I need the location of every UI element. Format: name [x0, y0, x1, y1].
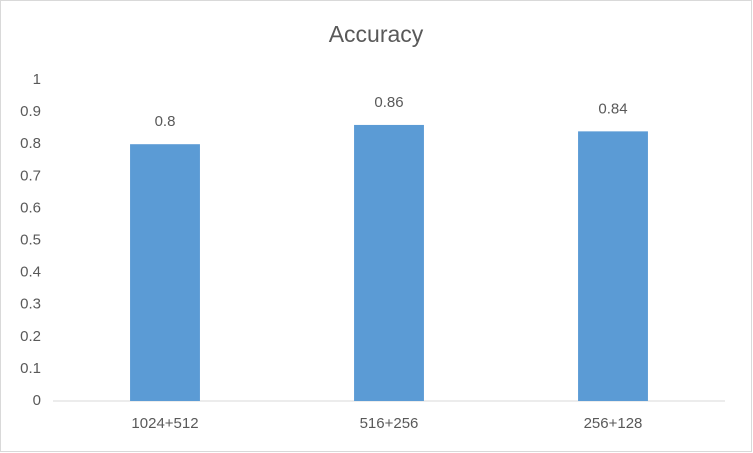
- chart-title: Accuracy: [329, 21, 424, 47]
- y-tick-label: 0.8: [20, 135, 41, 152]
- data-label: 0.8: [155, 113, 176, 130]
- y-tick-label: 0.9: [20, 103, 41, 120]
- bar: [354, 124, 424, 401]
- x-tick-label: 256+128: [584, 415, 643, 432]
- data-label: 0.84: [598, 100, 627, 117]
- y-tick-label: 0: [33, 392, 41, 409]
- y-tick-label: 0.1: [20, 360, 41, 377]
- y-tick-label: 0.6: [20, 199, 41, 216]
- y-tick-label: 0.3: [20, 296, 41, 313]
- y-tick-label: 0.7: [20, 167, 41, 184]
- bar: [130, 144, 200, 401]
- y-tick-label: 0.5: [20, 231, 41, 248]
- y-tick-label: 1: [33, 71, 41, 88]
- y-tick-label: 0.2: [20, 328, 41, 345]
- y-tick-label: 0.4: [20, 264, 41, 281]
- x-tick-label: 516+256: [360, 415, 419, 432]
- data-label: 0.86: [374, 94, 403, 111]
- x-tick-label: 1024+512: [131, 415, 198, 432]
- bar: [578, 131, 648, 402]
